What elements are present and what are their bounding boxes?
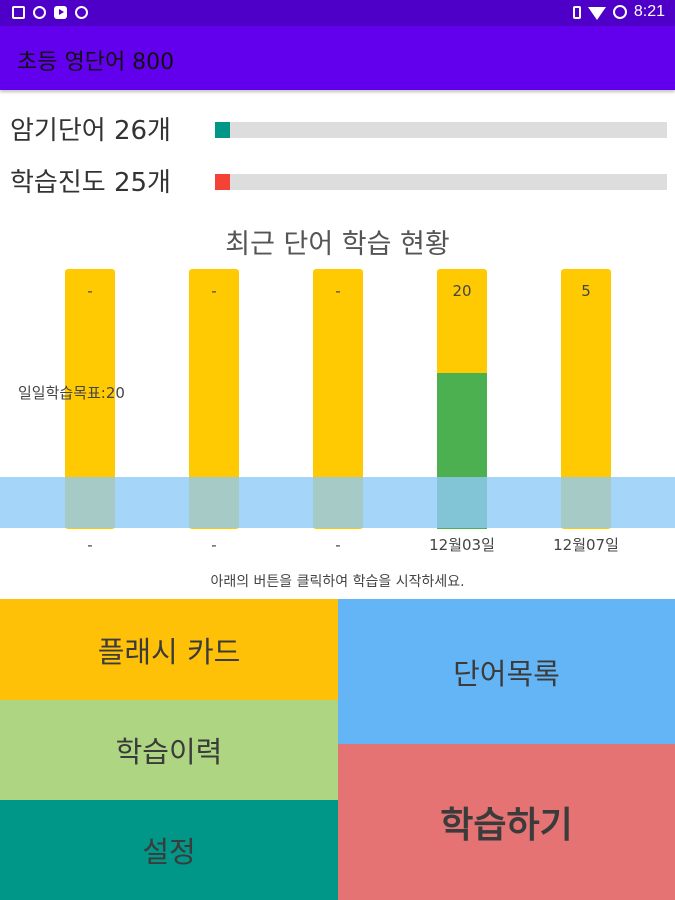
memorized-words-label: 암기단어 26개 — [10, 116, 171, 146]
memorized-words-row: 암기단어 26개 — [10, 110, 670, 150]
start-study-label: 학습하기 — [440, 805, 573, 846]
youtube-icon — [54, 6, 67, 19]
chart-title: 최근 단어 학습 현황 — [225, 229, 450, 260]
word-list-button[interactable]: 단어목록 — [338, 599, 675, 744]
goal-label: 일일학습목표:20 — [18, 384, 125, 402]
notification-icons — [12, 6, 88, 19]
image-icon — [12, 6, 25, 19]
study-progress-row: 학습진도 25개 — [10, 162, 670, 202]
study-progress-bar — [215, 174, 667, 190]
chart-category-label: 12월07일 — [553, 536, 619, 554]
app-bar: 초등 영단어 800 — [0, 26, 675, 90]
wifi-icon — [587, 6, 606, 20]
status-bar: 8:21 — [0, 0, 675, 26]
chart-value-label: - — [87, 282, 92, 300]
chart-category-label: - — [211, 536, 216, 554]
chart-bar-background — [189, 269, 239, 529]
flash-card-button[interactable]: 플래시 카드 — [0, 599, 338, 700]
chart-bar-background — [561, 269, 611, 529]
app-title: 초등 영단어 800 — [17, 50, 175, 75]
flash-card-label: 플래시 카드 — [97, 634, 241, 669]
study-progress-label: 학습진도 25개 — [10, 168, 171, 198]
system-icons: 8:21 — [572, 3, 665, 21]
chart-value-label: - — [335, 282, 340, 300]
study-history-button[interactable]: 학습이력 — [0, 700, 338, 800]
settings-button[interactable]: 설정 — [0, 800, 338, 900]
chart-category-label: 12월03일 — [429, 536, 495, 554]
memorized-words-fill — [215, 122, 230, 138]
status-time: 8:21 — [633, 3, 665, 20]
target-icon — [75, 6, 88, 19]
word-list-label: 단어목록 — [453, 656, 560, 691]
chart-bar-background — [65, 269, 115, 529]
chart-value-label: - — [211, 282, 216, 300]
battery-icon — [612, 5, 627, 19]
chart-bar-background — [313, 269, 363, 529]
chart-category-label: - — [335, 536, 340, 554]
study-history-label: 학습이력 — [115, 735, 223, 769]
vibrate-icon — [572, 5, 581, 19]
facebook-icon — [33, 6, 46, 19]
chart-value-label: 20 — [452, 282, 471, 300]
study-progress-fill — [215, 174, 230, 190]
hint-text: 아래의 버튼을 클릭하여 학습을 시작하세요. — [210, 574, 465, 590]
start-study-button[interactable]: 학습하기 — [338, 744, 675, 900]
chart-value-label: 5 — [581, 282, 591, 300]
recent-study-chart: - - - - - - 20 12월03일 5 12월07일 일일학습목표:20 — [0, 269, 675, 554]
memorized-words-progress — [215, 122, 667, 138]
goal-band — [0, 477, 675, 528]
settings-label: 설정 — [142, 835, 196, 869]
chart-category-label: - — [87, 536, 92, 554]
